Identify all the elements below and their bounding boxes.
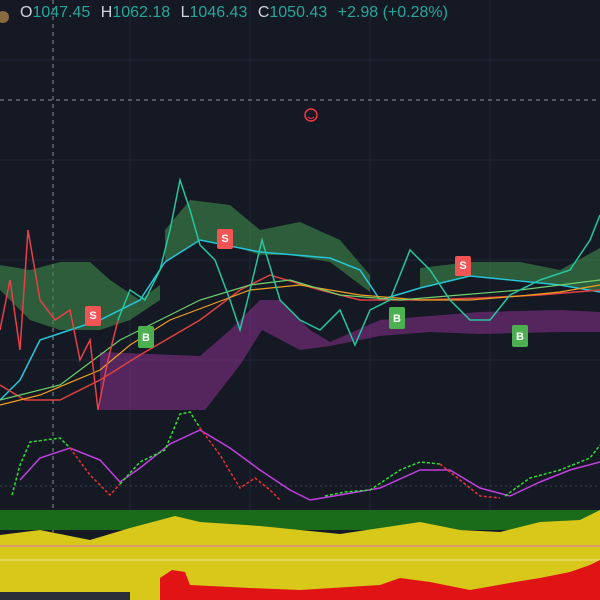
ohlc-key: C <box>258 4 270 21</box>
cloud-purple <box>100 300 600 410</box>
buy-signal[interactable]: B <box>138 326 154 348</box>
signal-label: S <box>459 260 466 272</box>
oscillator-up <box>11 437 71 496</box>
oscillator-up <box>119 411 201 485</box>
volume-bars <box>160 560 600 600</box>
signals: S S S B B B <box>85 229 528 348</box>
signal-label: S <box>89 310 96 322</box>
ohlc-key: O <box>20 4 32 21</box>
scrollbar[interactable] <box>0 592 130 600</box>
buy-signal[interactable]: B <box>389 307 405 329</box>
sell-signal[interactable]: S <box>217 229 233 249</box>
cloud-green <box>420 248 600 292</box>
price-down <box>0 229 119 411</box>
ohlc-value: 1047.45 <box>32 4 90 21</box>
oscillator-down <box>199 427 281 501</box>
ohlc-key: H <box>101 4 113 21</box>
ohlc-legend: O1047.45 H1062.18 L1046.43 C1050.43 +2.9… <box>20 4 448 21</box>
ohlc-value: 1046.43 <box>190 4 248 21</box>
volume-band <box>0 510 600 530</box>
buy-signal[interactable]: B <box>512 325 528 347</box>
price-up <box>117 177 600 347</box>
oscillator-up <box>324 461 441 497</box>
oscillator-down <box>69 447 121 497</box>
cloud-green <box>165 200 370 292</box>
conversion-line <box>0 284 600 406</box>
sell-signal[interactable]: S <box>455 256 471 276</box>
ohlc-value: 1050.43 <box>269 4 327 21</box>
signal-label: S <box>221 233 228 245</box>
sell-signal[interactable]: S <box>85 306 101 326</box>
base-line <box>0 274 600 401</box>
smiley-mouth <box>307 116 315 119</box>
ohlc-value: 1062.18 <box>112 4 170 21</box>
symbol-icon <box>0 11 9 23</box>
signal-label: B <box>516 331 524 343</box>
smiley-icon[interactable] <box>304 108 318 122</box>
oscillator-signal <box>19 429 600 501</box>
signal-label: B <box>142 332 150 344</box>
oscillator-down <box>439 463 501 499</box>
signal-label: B <box>393 313 401 325</box>
ohlc-key: L <box>181 4 190 21</box>
lagging-line <box>0 279 600 401</box>
oscillator-up <box>504 444 600 497</box>
ohlc-change: +2.98 (+0.28%) <box>338 4 448 21</box>
volume-area <box>0 510 600 600</box>
